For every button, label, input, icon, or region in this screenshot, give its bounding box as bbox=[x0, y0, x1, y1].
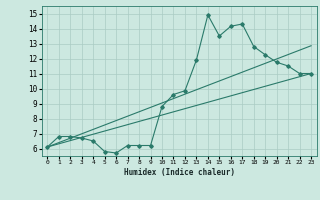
X-axis label: Humidex (Indice chaleur): Humidex (Indice chaleur) bbox=[124, 168, 235, 177]
